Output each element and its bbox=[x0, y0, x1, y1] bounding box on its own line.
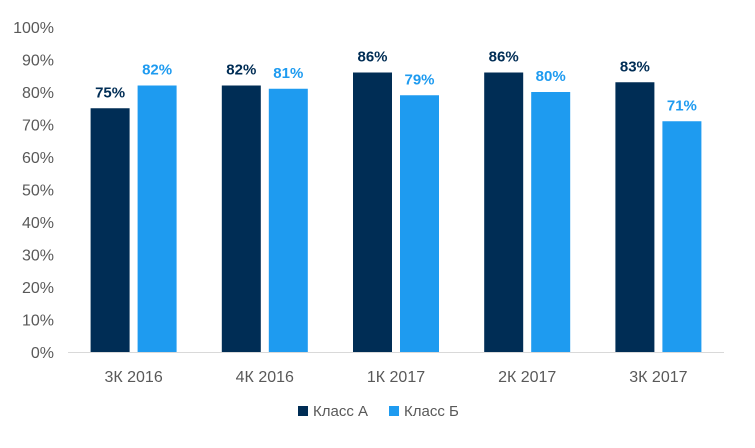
bar-class-b bbox=[662, 121, 702, 352]
data-label: 82% bbox=[226, 62, 256, 79]
y-tick-label: 50% bbox=[22, 183, 54, 200]
bar-class-a bbox=[90, 108, 130, 352]
data-label: 79% bbox=[404, 71, 434, 88]
legend-label: Класс Б bbox=[404, 403, 459, 420]
bars-group bbox=[90, 72, 702, 352]
data-label: 75% bbox=[95, 84, 125, 101]
x-tick-label: 1К 2017 bbox=[367, 369, 425, 386]
x-tick-label: 3К 2017 bbox=[629, 369, 687, 386]
y-tick-label: 40% bbox=[22, 215, 54, 232]
y-tick-label: 70% bbox=[22, 118, 54, 135]
y-tick-label: 90% bbox=[22, 53, 54, 70]
bar-class-a bbox=[353, 72, 392, 352]
legend-swatch-class-a bbox=[298, 406, 308, 416]
y-tick-label: 0% bbox=[31, 345, 54, 362]
bar-class-b bbox=[268, 88, 308, 352]
legend-label: Класс А bbox=[313, 403, 368, 420]
y-tick-label: 100% bbox=[13, 20, 54, 37]
data-label: 80% bbox=[536, 68, 566, 85]
legend: Класс А Класс Б bbox=[298, 403, 459, 420]
bar-class-b bbox=[400, 95, 439, 352]
x-tick-label: 3К 2016 bbox=[104, 369, 162, 386]
data-labels-group: 75% 82% 82% 81% 86% 79% 86% 80% 83% 71% bbox=[95, 49, 697, 115]
y-tick-label: 80% bbox=[22, 85, 54, 102]
data-label: 82% bbox=[142, 62, 172, 79]
bar-class-b bbox=[531, 92, 571, 352]
x-axis-labels: 3К 2016 4К 2016 1К 2017 2К 2017 3К 2017 bbox=[104, 369, 687, 386]
data-label: 86% bbox=[489, 49, 519, 66]
y-tick-label: 30% bbox=[22, 248, 54, 265]
y-tick-label: 20% bbox=[22, 280, 54, 297]
data-label: 86% bbox=[357, 49, 387, 66]
x-tick-label: 4К 2016 bbox=[236, 369, 294, 386]
y-tick-label: 60% bbox=[22, 150, 54, 167]
data-label: 71% bbox=[667, 97, 697, 114]
y-tick-label: 10% bbox=[22, 313, 54, 330]
data-label: 81% bbox=[273, 65, 303, 82]
legend-swatch-class-b bbox=[389, 406, 399, 416]
bar-class-a bbox=[484, 72, 524, 352]
bar-class-a bbox=[221, 85, 261, 352]
x-tick-label: 2К 2017 bbox=[498, 369, 556, 386]
bar-class-b bbox=[137, 85, 177, 352]
bar-class-a bbox=[615, 82, 655, 352]
y-axis-ticks: 0% 10% 20% 30% 40% 50% 60% 70% 80% 90% 100% bbox=[13, 20, 54, 362]
data-label: 83% bbox=[620, 58, 650, 75]
